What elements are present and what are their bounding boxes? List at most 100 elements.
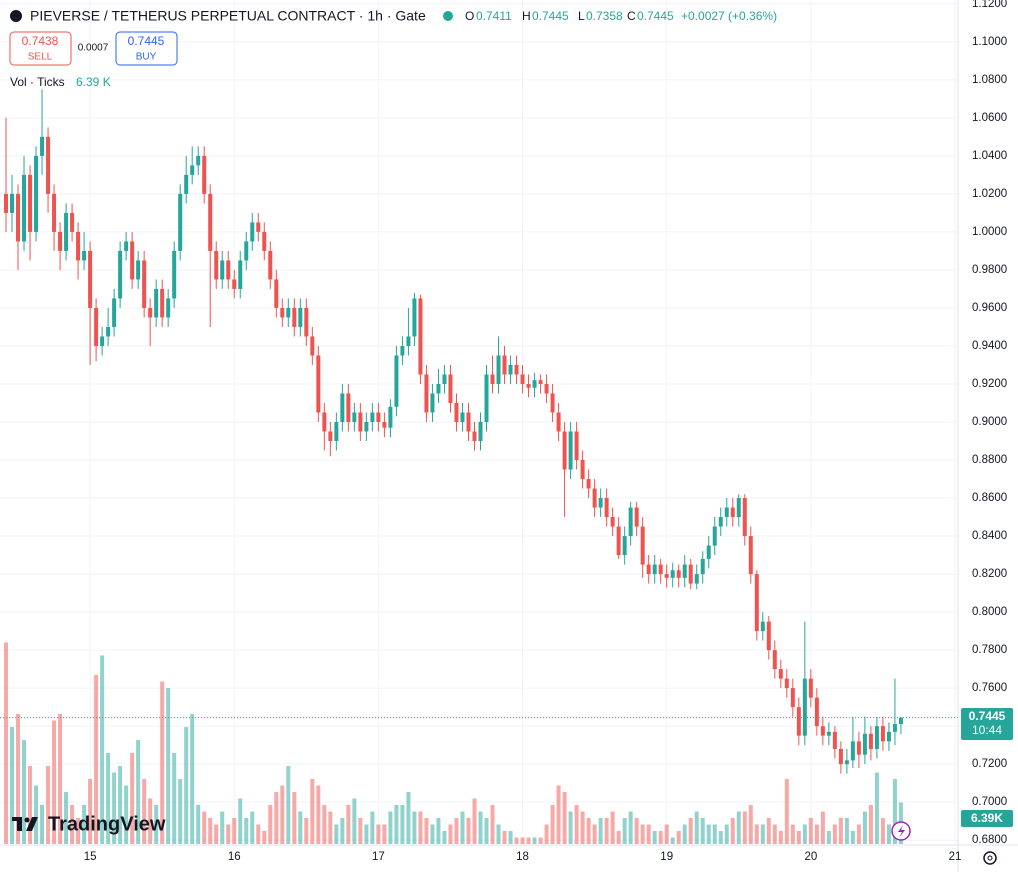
volume-bar xyxy=(820,811,825,844)
volume-bar xyxy=(892,779,897,844)
candle-body xyxy=(100,336,105,346)
candle-body xyxy=(106,326,111,337)
status-dot xyxy=(443,11,453,21)
volume-bar xyxy=(46,766,51,844)
y-tick-label: 1.0400 xyxy=(972,150,1007,162)
candle-body xyxy=(370,412,375,422)
volume-bar xyxy=(634,818,639,844)
volume-bar xyxy=(658,831,663,844)
volume-bar xyxy=(250,811,255,844)
candle-body xyxy=(472,431,477,442)
candle-body xyxy=(802,678,807,736)
x-tick-label: 21 xyxy=(949,851,962,863)
buy-button[interactable]: 0.7445 BUY xyxy=(115,31,178,66)
sell-box[interactable] xyxy=(9,31,72,66)
volume-bar xyxy=(400,805,405,844)
volume-bar xyxy=(430,824,435,844)
candle-body xyxy=(232,279,237,289)
y-tick-label: 0.7000 xyxy=(972,796,1007,808)
y-tick-label: 0.7800 xyxy=(972,644,1007,656)
candle-body xyxy=(544,383,549,394)
candle-body xyxy=(352,412,357,422)
volume-bar xyxy=(364,824,369,844)
chart-title: PIEVERSE / TETHERUS PERPETUAL CONTRACT ·… xyxy=(30,8,426,24)
candle-body xyxy=(808,678,813,698)
volume-bar xyxy=(406,792,411,844)
candle-body xyxy=(658,564,663,575)
volume-bar xyxy=(394,805,399,844)
candle-body xyxy=(196,155,201,166)
candle-body xyxy=(256,222,261,232)
volume-bar xyxy=(754,824,759,844)
volume-bar xyxy=(64,792,69,844)
candle-body xyxy=(160,288,165,318)
candle-body xyxy=(82,250,87,261)
volume-bar xyxy=(94,675,99,844)
volume-bar xyxy=(442,831,447,844)
candle-body xyxy=(730,507,735,518)
volume-bar xyxy=(826,831,831,844)
candle-body xyxy=(226,260,231,280)
volume-bar xyxy=(130,753,135,844)
volume-bar xyxy=(274,792,279,844)
buy-box[interactable] xyxy=(115,31,178,66)
candle-body xyxy=(94,307,99,346)
candle-body xyxy=(496,355,501,384)
volume-bar xyxy=(124,785,129,844)
volume-bar xyxy=(34,785,39,844)
candle-body xyxy=(736,498,741,518)
candle-body xyxy=(850,741,855,761)
volume-bar xyxy=(28,766,33,844)
volume-bar xyxy=(454,818,459,844)
volume-bar xyxy=(136,740,141,844)
volume-bar xyxy=(244,818,249,844)
volume-bar xyxy=(520,837,525,844)
volume-bar xyxy=(646,824,651,844)
volume-layer xyxy=(4,642,903,844)
volume-bar xyxy=(670,837,675,844)
volume-bar xyxy=(850,831,855,844)
indicator-value: 6.39 K xyxy=(76,75,111,89)
volume-bar xyxy=(604,818,609,844)
volume-bar xyxy=(22,740,27,844)
volume-bar xyxy=(724,824,729,844)
y-tick-label: 0.8400 xyxy=(972,530,1007,542)
volume-bar xyxy=(172,753,177,844)
volume-bar xyxy=(460,811,465,844)
volume-bar xyxy=(862,811,867,844)
volume-bar xyxy=(880,818,885,844)
x-tick-label: 18 xyxy=(516,851,529,863)
logo-text: TradingView xyxy=(48,813,166,835)
volume-bar xyxy=(106,753,111,844)
candle-body xyxy=(706,545,711,559)
indicator-name: Vol · Ticks xyxy=(10,75,65,89)
volume-bar xyxy=(544,824,549,844)
volume-bar xyxy=(556,785,561,844)
volume-bar xyxy=(736,811,741,844)
candle-body xyxy=(712,526,717,546)
volume-bar xyxy=(358,818,363,844)
settings-button[interactable] xyxy=(983,851,997,865)
price-tag xyxy=(961,708,1013,740)
sell-button[interactable]: 0.7438 SELL xyxy=(9,31,72,66)
candle-body xyxy=(316,355,321,413)
x-tick-label: 16 xyxy=(228,851,241,863)
volume-bar xyxy=(448,824,453,844)
ohlc-change: +0.0027 (+0.36%) xyxy=(681,9,777,23)
candle-body xyxy=(214,250,219,280)
candle-body xyxy=(280,307,285,318)
candle-body xyxy=(250,222,255,242)
candle-body xyxy=(514,364,519,375)
candle-body xyxy=(652,564,657,575)
candle-body xyxy=(862,733,867,755)
candle-body xyxy=(298,307,303,327)
candle-body xyxy=(718,517,723,527)
candle-body xyxy=(166,298,171,318)
candle-body xyxy=(592,488,597,508)
volume-bar xyxy=(286,766,291,844)
candle-body xyxy=(682,564,687,578)
volume-bar xyxy=(562,792,567,844)
volume-bar xyxy=(322,805,327,844)
y-tick-label: 0.9400 xyxy=(972,340,1007,352)
candle-body xyxy=(616,526,621,556)
